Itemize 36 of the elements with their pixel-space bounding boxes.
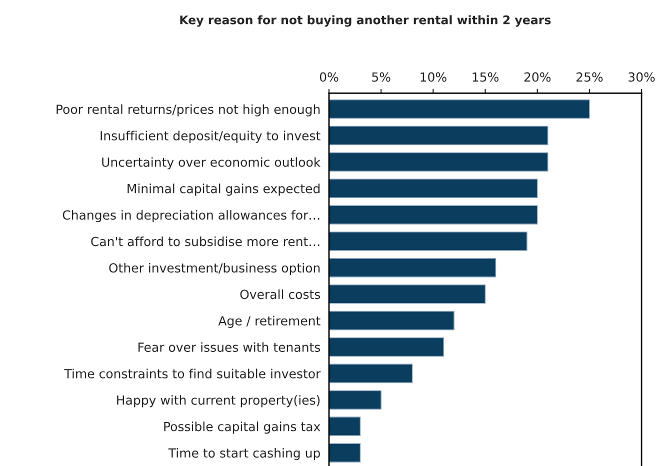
y-tick-label: Overall costs xyxy=(240,289,320,300)
bar xyxy=(329,364,413,384)
y-tick-label: Happy with current property(ies) xyxy=(117,395,320,408)
y-tick-label: Fear over issues with tenants xyxy=(138,342,320,352)
y-tick-label: Time constraints to find suitable investor xyxy=(64,368,321,378)
y-tick-label: Insufficient deposit/equity to invest xyxy=(100,130,320,143)
x-tick-label: 15% xyxy=(472,72,498,82)
bar xyxy=(329,205,538,224)
y-tick-label: Other investment/business option xyxy=(109,262,320,276)
bar xyxy=(329,178,538,198)
bar xyxy=(329,416,361,436)
y-tick-label: Possible capital gains tax xyxy=(164,422,320,434)
bar xyxy=(329,258,496,278)
y-tick-label: Poor rental returns/prices not high enough xyxy=(56,104,320,116)
bar xyxy=(329,126,548,146)
bar xyxy=(329,443,361,462)
x-tick-label: 10% xyxy=(420,72,446,82)
x-tick-label: 0% xyxy=(320,72,338,82)
bar xyxy=(329,337,444,357)
chart-title: Key reason for not buying another rental within 2 years xyxy=(180,15,551,27)
x-tick-label: 5% xyxy=(372,72,390,82)
bar xyxy=(329,310,454,330)
y-tick-label: Minimal capital gains expected xyxy=(128,184,320,196)
x-tick-label: 20% xyxy=(524,72,551,82)
bar xyxy=(329,390,382,410)
y-tick-label: Can't afford to subsidise more rent… xyxy=(91,236,320,246)
bar xyxy=(329,99,590,119)
bar xyxy=(329,284,486,304)
bar xyxy=(329,232,528,251)
y-tick-label: Time to start cashing up xyxy=(168,448,320,460)
x-tick-label: 25% xyxy=(576,72,603,82)
x-tick-label: 30% xyxy=(628,72,655,82)
bar xyxy=(329,152,548,172)
y-tick-label: Uncertainty over economic outlook xyxy=(102,157,321,170)
y-tick-label: Age / retirement xyxy=(218,316,320,328)
y-tick-label: Changes in depreciation allowances for… xyxy=(62,210,320,222)
